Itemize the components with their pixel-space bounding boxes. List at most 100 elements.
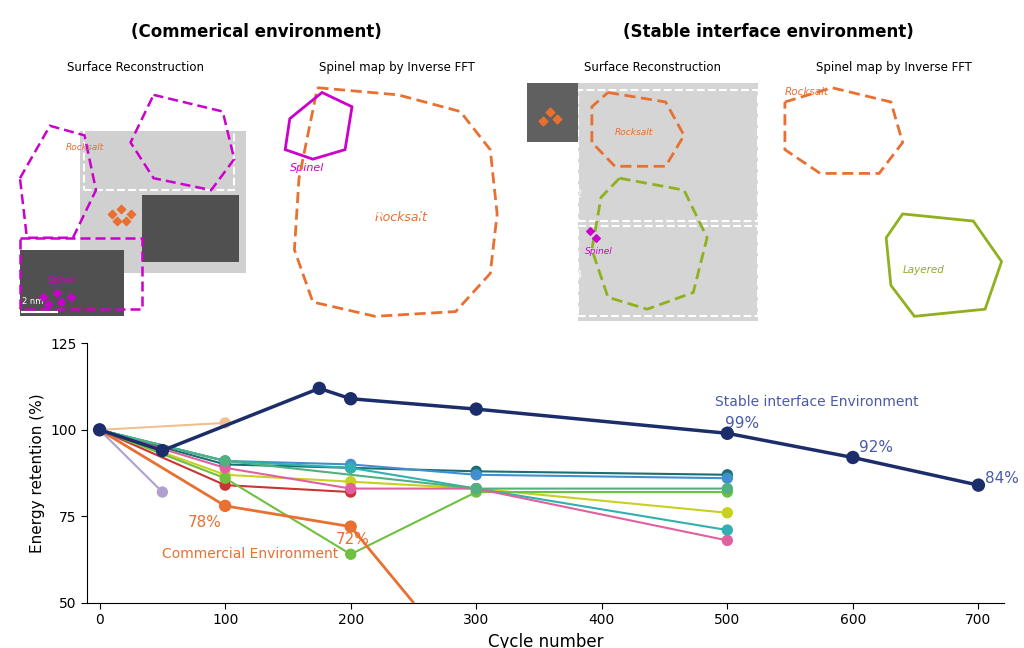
Point [958, 291, 975, 301]
Point [932, 300, 948, 310]
Point [484, 296, 501, 307]
Point [816, 103, 833, 113]
Point [468, 483, 484, 494]
Point [807, 165, 823, 176]
Text: Rocksalt: Rocksalt [614, 128, 653, 137]
Point [441, 157, 458, 168]
Point [444, 160, 461, 170]
Point [799, 202, 815, 212]
Point [940, 121, 956, 131]
Point [887, 103, 903, 113]
Point [772, 85, 788, 95]
Point [852, 228, 868, 238]
Point [869, 94, 886, 104]
Point [923, 94, 939, 104]
Point [913, 300, 930, 310]
Point [293, 181, 309, 192]
Point [816, 165, 833, 176]
Point [374, 213, 390, 223]
Text: 2: 2 [575, 189, 582, 199]
Point [272, 223, 289, 233]
Point [374, 181, 390, 192]
Point [843, 85, 859, 95]
Point [474, 129, 490, 139]
Point [403, 150, 420, 160]
Point [364, 286, 380, 296]
Point [474, 171, 490, 181]
Point [896, 202, 912, 212]
Point [424, 98, 440, 108]
Point [343, 264, 359, 275]
Point [834, 237, 850, 248]
Point [312, 275, 329, 286]
Point [843, 273, 859, 283]
Point [923, 103, 939, 113]
Point [383, 150, 399, 160]
Point [896, 291, 912, 301]
Point [317, 184, 334, 194]
Point [913, 237, 930, 248]
Point [825, 85, 842, 95]
Point [896, 273, 912, 283]
Point [374, 286, 390, 296]
Point [940, 157, 956, 167]
Point [843, 282, 859, 292]
Point [976, 237, 992, 248]
Point [484, 160, 501, 170]
Point [464, 307, 480, 317]
Point [444, 108, 461, 119]
Point [958, 94, 975, 104]
Point [323, 264, 339, 275]
Point [343, 244, 359, 254]
Point [444, 192, 461, 202]
Point [343, 307, 359, 317]
Point [834, 300, 850, 310]
Point [967, 273, 983, 283]
Point [781, 264, 798, 274]
Point [799, 308, 815, 319]
Point [834, 165, 850, 176]
Point [364, 233, 380, 244]
Point [834, 246, 850, 257]
Point [825, 157, 842, 167]
Point [879, 165, 895, 176]
Point [834, 183, 850, 194]
Point [403, 119, 420, 129]
Point [790, 210, 806, 220]
Point [434, 98, 451, 108]
Point [353, 213, 370, 223]
Point [772, 228, 788, 238]
Point [993, 85, 1010, 95]
Point [283, 254, 299, 264]
Point [781, 192, 798, 203]
Point [860, 210, 877, 220]
Point [896, 300, 912, 310]
Point [444, 178, 461, 188]
Point [976, 219, 992, 229]
Point [91, 424, 108, 435]
Point [91, 424, 108, 435]
Point [816, 219, 833, 229]
Point [807, 291, 823, 301]
Point [825, 130, 842, 140]
Point [807, 121, 823, 131]
Point [940, 139, 956, 149]
Point [374, 254, 390, 264]
Point [807, 228, 823, 238]
Point [217, 473, 233, 483]
Point [958, 174, 975, 185]
Point [984, 300, 1000, 310]
Point [474, 160, 490, 170]
Point [940, 202, 956, 212]
Text: (Stable interface environment): (Stable interface environment) [623, 23, 913, 41]
Point [272, 296, 289, 307]
Point [91, 424, 108, 435]
Point [464, 223, 480, 233]
Point [932, 291, 948, 301]
Text: 72%: 72% [336, 532, 370, 547]
Point [905, 237, 922, 248]
Point [790, 121, 806, 131]
Point [940, 103, 956, 113]
Point [345, 149, 361, 159]
Point [444, 87, 461, 98]
